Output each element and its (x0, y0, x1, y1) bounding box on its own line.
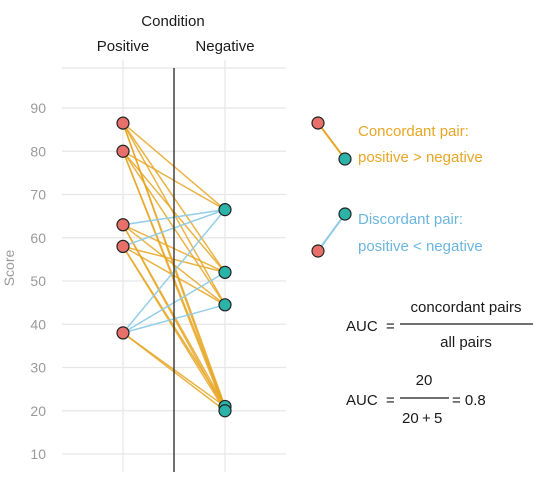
positive-point-2 (116, 218, 130, 232)
score-points (116, 116, 232, 418)
positive-point-4 (116, 326, 130, 340)
positive-point-1 (116, 144, 130, 158)
formula1-denominator: all pairs (440, 334, 492, 351)
formula2-lhs: AUC (346, 392, 378, 409)
legend-concordant-positive-point (311, 116, 325, 130)
y-tick-10: 10 (30, 446, 46, 462)
legend-discordant-line2: positive < negative (358, 238, 483, 255)
y-tick-40: 40 (30, 316, 46, 332)
legend-concordant-line (317, 122, 346, 160)
y-tick-60: 60 (30, 230, 46, 246)
negative-label: Negative (195, 38, 254, 55)
legend-discordant-line1: Discordant pair: (358, 211, 463, 228)
formula2-numerator: 20 (416, 372, 433, 389)
legend-discordant-line (317, 213, 346, 252)
formula1-numerator: concordant pairs (411, 299, 522, 316)
legend-concordant-negative-point (338, 152, 352, 166)
y-axis-label: Score (1, 250, 17, 287)
positive-label: Positive (97, 38, 150, 55)
legend-discordant-positive-point (311, 244, 325, 258)
negative-point-4 (218, 404, 232, 418)
negative-point-0 (218, 203, 232, 217)
formula1-equals: = (386, 318, 395, 335)
y-tick-70: 70 (30, 187, 46, 203)
formula1-lhs: AUC (346, 318, 378, 335)
negative-point-1 (218, 265, 232, 279)
y-tick-80: 80 (30, 143, 46, 159)
formula2-den-b: 5 (434, 410, 442, 427)
legend-concordant: Concordant pair: positive > negative (311, 116, 483, 166)
y-tick-20: 20 (30, 403, 46, 419)
formula2-equals: = (386, 392, 395, 409)
positive-point-0 (116, 116, 130, 130)
y-tick-30: 30 (30, 360, 46, 376)
legend-concordant-line2: positive > negative (358, 149, 483, 166)
auc-formula-definition: AUC = concordant pairs all pairs (346, 299, 533, 351)
formula2-result: = 0.8 (452, 392, 486, 409)
formula2-den-a: 20 (402, 410, 419, 427)
y-tick-50: 50 (30, 273, 46, 289)
auc-formula-result: AUC = 20 20 + 5 = 0.8 (346, 372, 486, 427)
y-tick-90: 90 (30, 100, 46, 116)
positive-point-3 (116, 239, 130, 253)
formula2-den-plus: + (422, 410, 431, 427)
legend-discordant: Discordant pair: positive < negative (311, 207, 483, 258)
negative-point-2 (218, 298, 232, 312)
legend-discordant-negative-point (338, 207, 352, 221)
legend-concordant-line1: Concordant pair: (358, 123, 469, 140)
y-tick-labels: 10 20 30 40 50 60 70 80 90 (30, 100, 46, 462)
condition-header: Condition (141, 13, 204, 30)
